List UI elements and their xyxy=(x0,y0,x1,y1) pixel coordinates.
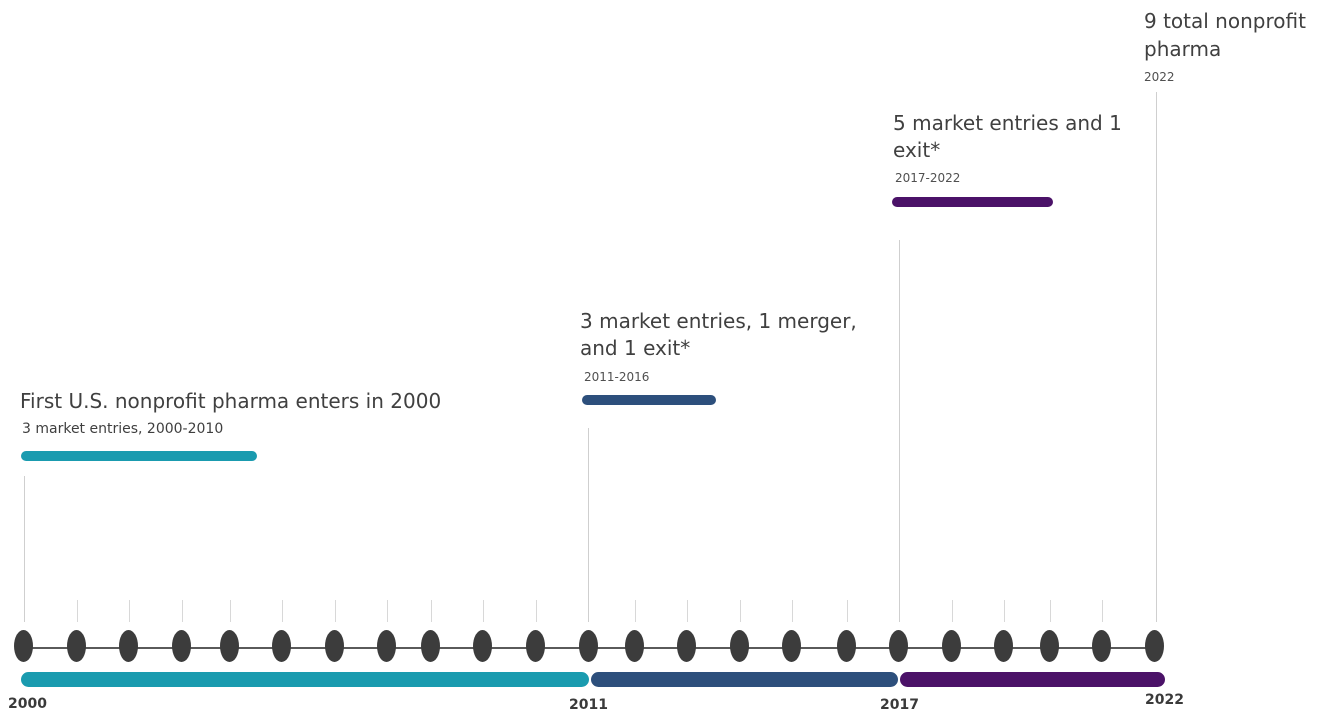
year-tick xyxy=(282,600,283,622)
summary-title-line1: 9 total nonprofit xyxy=(1144,9,1306,33)
year-tick xyxy=(952,600,953,622)
year-tick xyxy=(230,600,231,622)
year-tick xyxy=(1004,600,1005,622)
year-dot xyxy=(1092,630,1111,662)
phase2-title-line2: and 1 exit* xyxy=(580,336,691,360)
year-dot xyxy=(119,630,138,662)
year-dot xyxy=(837,630,856,662)
year-tick xyxy=(635,600,636,622)
year-dot xyxy=(942,630,961,662)
year-dot xyxy=(421,630,440,662)
year-tick xyxy=(77,600,78,622)
year-tick xyxy=(847,600,848,622)
year-dot xyxy=(1040,630,1059,662)
axis-label-2011: 2011 xyxy=(569,697,608,713)
phase1-leader-line xyxy=(24,476,25,622)
summary-year: 2022 xyxy=(1144,70,1175,84)
year-dot xyxy=(272,630,291,662)
phase3-band xyxy=(900,672,1165,687)
phase2-band xyxy=(591,672,898,687)
year-tick xyxy=(182,600,183,622)
phase2-subtitle: 2011-2016 xyxy=(584,370,650,384)
year-dot xyxy=(526,630,545,662)
year-dot xyxy=(14,630,33,662)
year-dot xyxy=(1145,630,1164,662)
year-dot xyxy=(730,630,749,662)
phase3-title-line2: exit* xyxy=(893,138,941,162)
year-tick xyxy=(536,600,537,622)
phase1-band xyxy=(21,672,589,687)
year-dot xyxy=(579,630,598,662)
phase2-leader-line xyxy=(588,428,589,622)
axis-label-2022: 2022 xyxy=(1145,692,1184,708)
year-tick xyxy=(483,600,484,622)
phase2-bar xyxy=(582,395,716,405)
year-dot xyxy=(782,630,801,662)
year-tick xyxy=(335,600,336,622)
year-dot xyxy=(325,630,344,662)
phase3-title-line1: 5 market entries and 1 xyxy=(893,111,1122,135)
year-tick xyxy=(792,600,793,622)
year-dot xyxy=(625,630,644,662)
phase3-bar xyxy=(892,197,1053,207)
year-dot xyxy=(172,630,191,662)
axis-label-2017: 2017 xyxy=(880,697,919,713)
axis-label-2000: 2000 xyxy=(8,696,47,712)
year-tick xyxy=(431,600,432,622)
year-tick xyxy=(129,600,130,622)
phase1-subtitle: 3 market entries, 2000-2010 xyxy=(22,421,224,437)
phase2-title-line1: 3 market entries, 1 merger, xyxy=(580,309,857,333)
phase3-leader-line xyxy=(899,240,900,622)
year-tick xyxy=(1102,600,1103,622)
year-tick xyxy=(1050,600,1051,622)
summary-leader-line xyxy=(1156,92,1157,622)
summary-title-line2: pharma xyxy=(1144,37,1222,61)
year-dot xyxy=(889,630,908,662)
phase1-title: First U.S. nonprofit pharma enters in 20… xyxy=(20,389,442,413)
year-tick xyxy=(387,600,388,622)
year-dot xyxy=(473,630,492,662)
phase1-bar xyxy=(21,451,257,461)
year-tick xyxy=(687,600,688,622)
year-dot xyxy=(677,630,696,662)
year-tick xyxy=(740,600,741,622)
year-dot xyxy=(67,630,86,662)
year-dot xyxy=(220,630,239,662)
year-dot xyxy=(994,630,1013,662)
phase3-subtitle: 2017-2022 xyxy=(895,171,961,185)
year-dot xyxy=(377,630,396,662)
